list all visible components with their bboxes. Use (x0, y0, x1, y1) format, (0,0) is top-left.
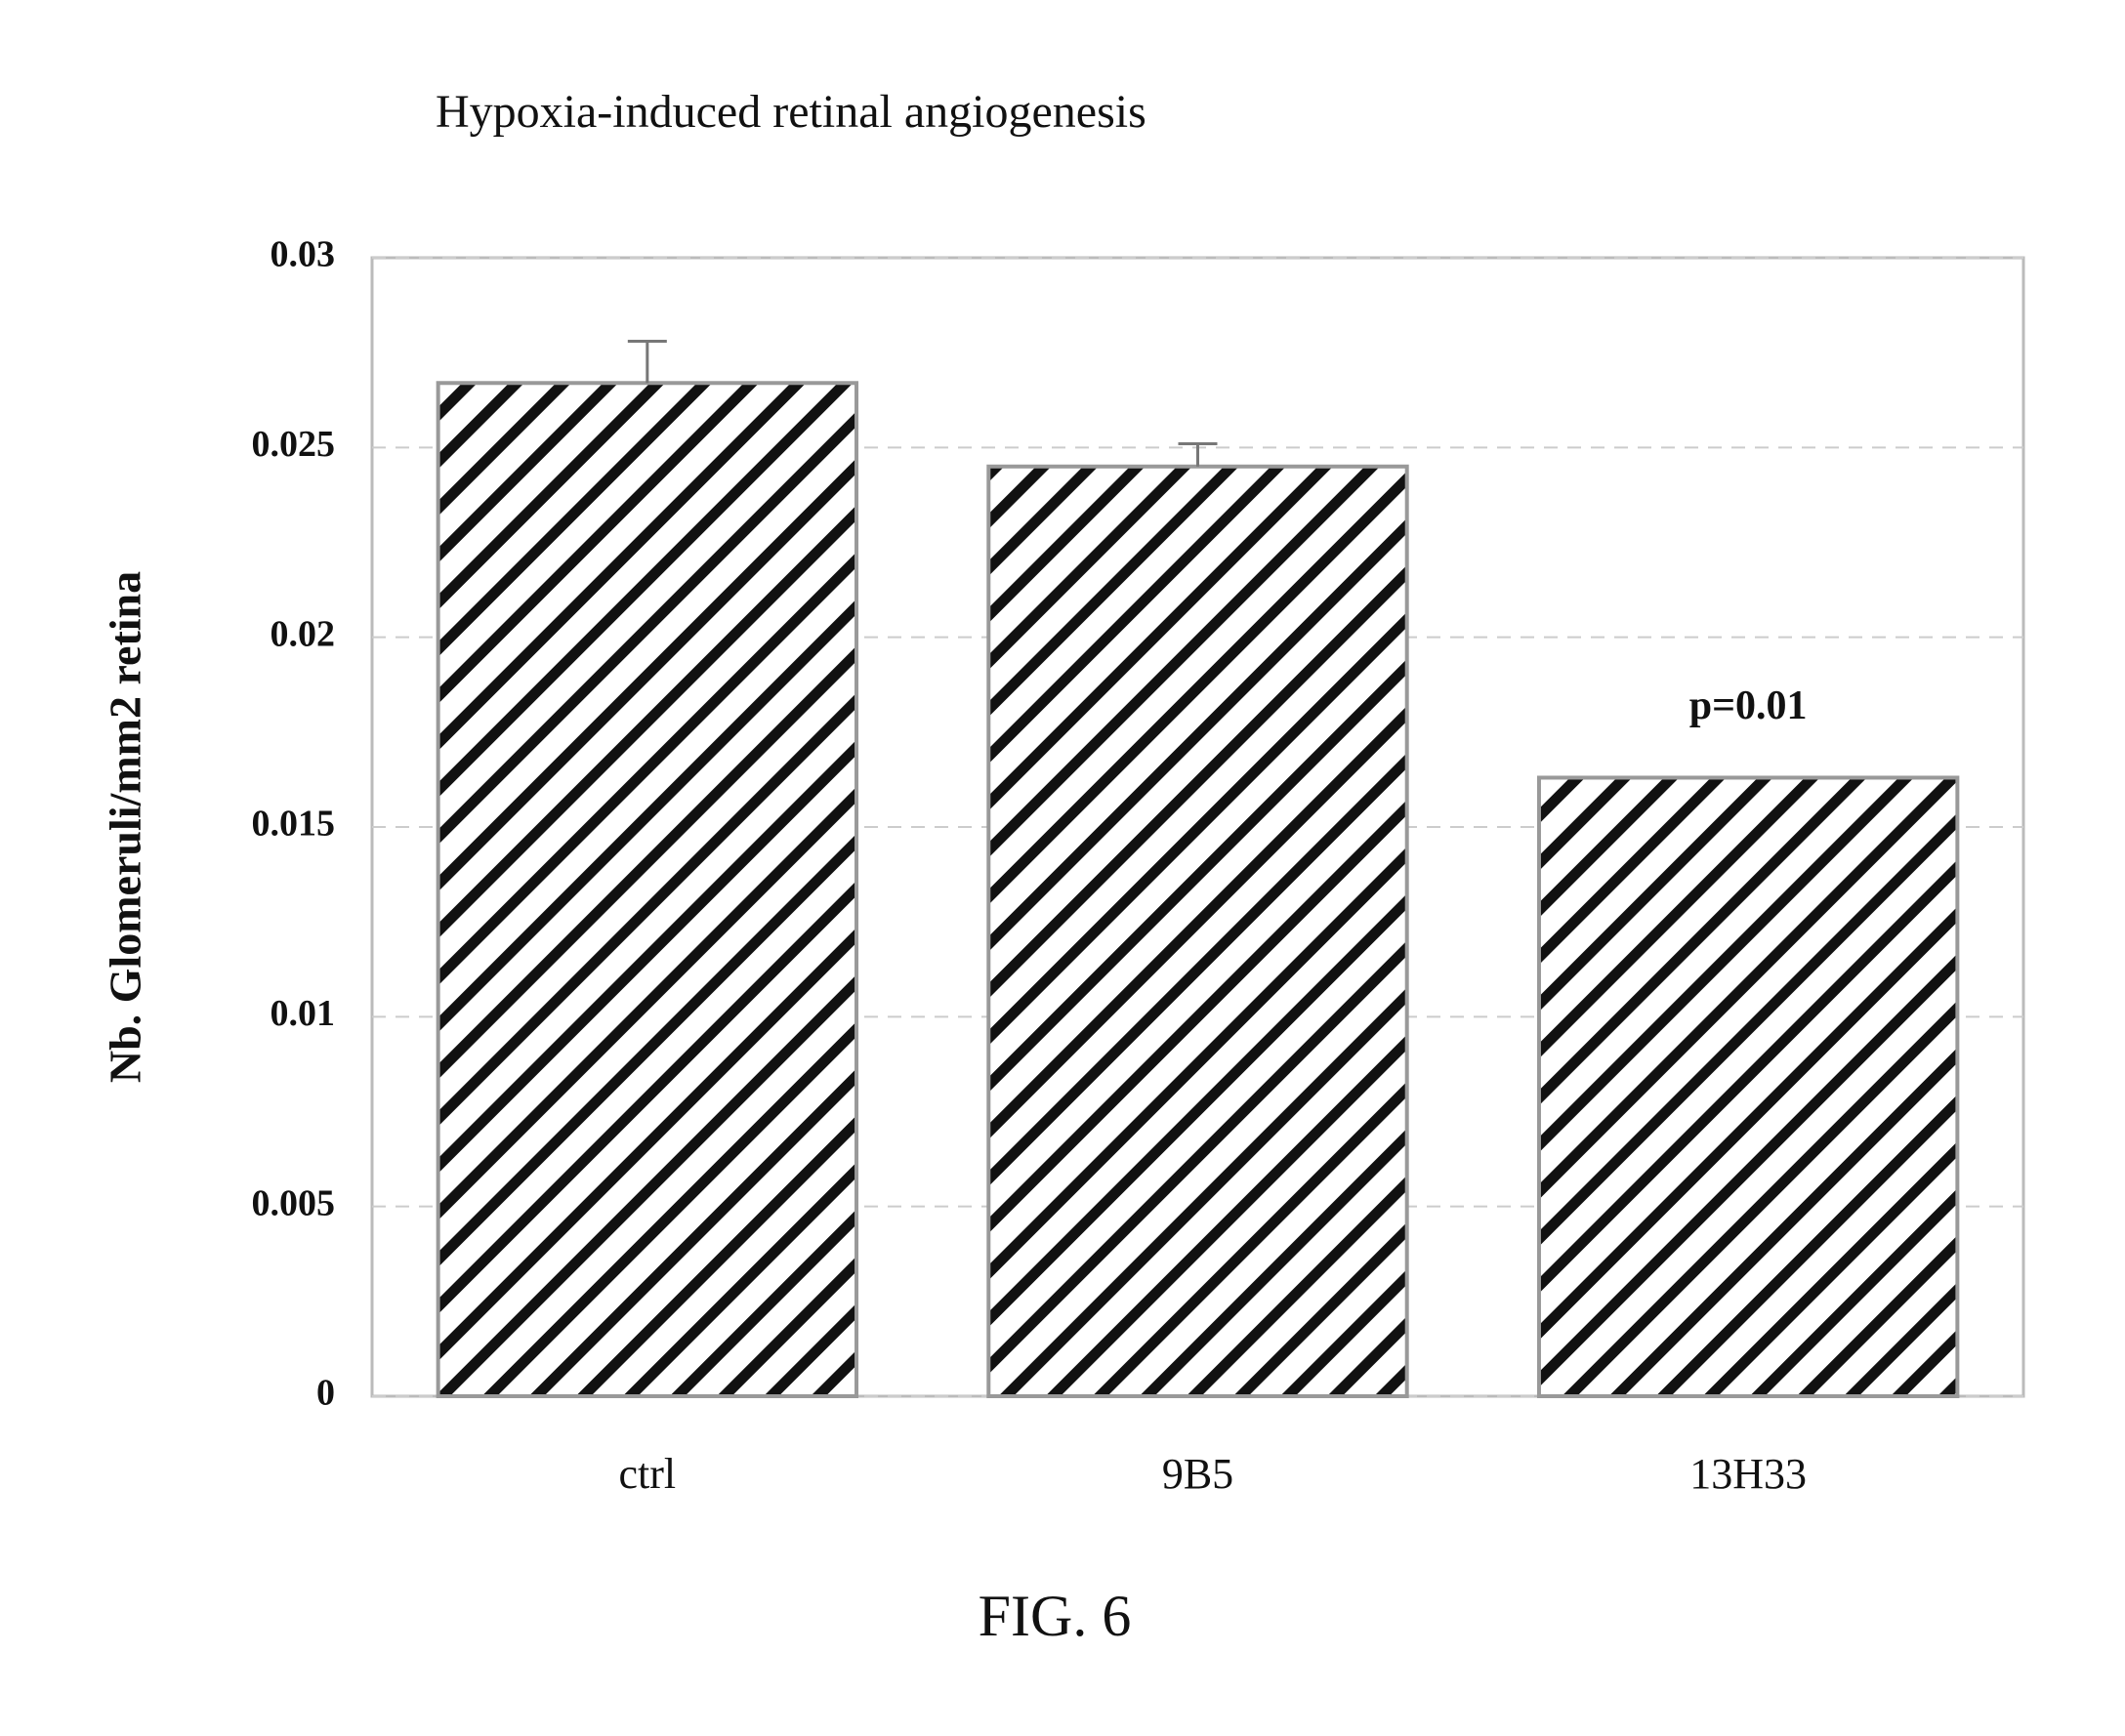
x-tick-label: 9B5 (1162, 1450, 1233, 1498)
y-tick-label: 0.025 (252, 424, 336, 465)
x-tick-label: ctrl (619, 1450, 677, 1498)
y-tick-label: 0.01 (271, 993, 336, 1034)
y-tick-label: 0.015 (252, 804, 336, 845)
bar (438, 383, 856, 1396)
x-tick-label: 13H33 (1689, 1450, 1807, 1498)
y-tick-label: 0.02 (271, 613, 336, 654)
bar (1539, 777, 1957, 1396)
figure-caption: FIG. 6 (979, 1584, 1132, 1648)
chart-title: Hypoxia-induced retinal angiogenesis (436, 86, 1146, 138)
y-tick-label: 0 (316, 1373, 335, 1414)
y-axis-label: Nb. Glomeruli/mm2 retina (101, 571, 150, 1083)
y-tick-label: 0.005 (252, 1182, 336, 1223)
chart: Hypoxia-induced retinal angiogenesis Nb.… (0, 0, 2125, 1736)
bar (988, 467, 1406, 1396)
annotation: p=0.01 (1689, 683, 1808, 728)
y-tick-label: 0.03 (271, 234, 336, 275)
